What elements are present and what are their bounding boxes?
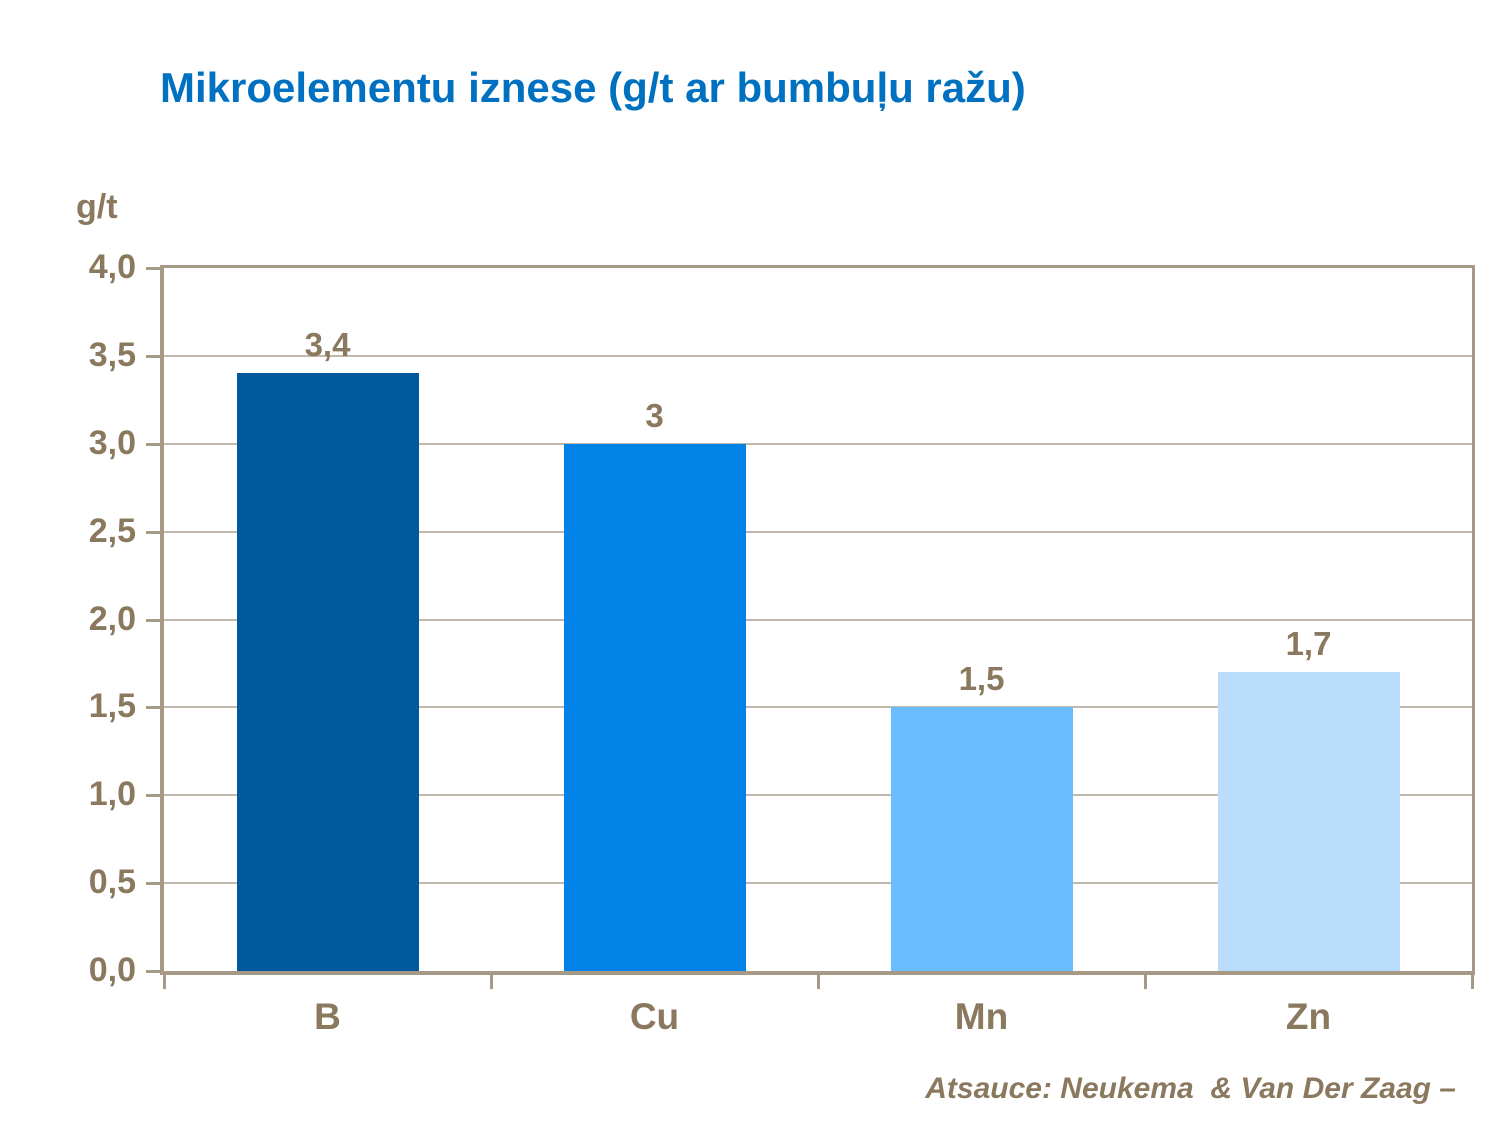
bar-value-label: 3 — [645, 396, 664, 434]
bar — [1217, 672, 1400, 971]
y-tick-label: 0,0 — [88, 951, 136, 989]
y-tick — [146, 618, 163, 622]
y-tick — [146, 882, 163, 886]
bar-value-label: 1,5 — [958, 660, 1005, 698]
y-tick — [146, 442, 163, 446]
y-tick-label: 1,0 — [88, 775, 136, 814]
y-tick-label: 3,0 — [88, 423, 136, 462]
category-label: B — [314, 996, 341, 1037]
x-tick — [1470, 975, 1474, 989]
y-axis-unit-label: g/t — [76, 188, 118, 226]
y-tick-label: 2,0 — [88, 599, 136, 638]
y-tick-label: 1,5 — [88, 687, 136, 726]
y-tick — [146, 970, 163, 973]
bar — [236, 373, 419, 971]
y-tick — [146, 530, 163, 534]
category-label: Cu — [629, 996, 680, 1037]
gridline — [164, 354, 1472, 357]
gridline — [164, 882, 1472, 885]
y-tick-label: 0,5 — [88, 863, 136, 902]
y-tick — [146, 706, 163, 710]
x-tick — [1143, 975, 1147, 989]
bar — [563, 443, 746, 971]
category-label: Mn — [954, 996, 1009, 1037]
gridline — [164, 794, 1472, 797]
bar — [890, 707, 1073, 971]
chart-title: Mikroelementu iznese (g/t ar bumbuļu raž… — [160, 64, 1026, 111]
y-tick-label: 2,5 — [88, 511, 136, 550]
bar-value-label: 1,7 — [1285, 625, 1332, 663]
y-tick-label: 4,0 — [88, 248, 136, 286]
gridline — [164, 706, 1472, 709]
category-label: Zn — [1285, 996, 1332, 1037]
gridline — [164, 530, 1472, 533]
gridline — [164, 442, 1472, 445]
y-tick — [146, 794, 163, 798]
bar-value-label: 3,4 — [304, 326, 351, 364]
source-note: Atsauce: Neukema & Van Der Zaag – — [925, 1072, 1456, 1105]
y-tick — [146, 267, 163, 270]
x-tick — [489, 975, 493, 989]
x-tick — [816, 975, 820, 989]
gridline — [164, 618, 1472, 621]
y-tick — [146, 354, 163, 358]
y-tick-label: 3,5 — [88, 335, 136, 374]
x-tick — [162, 975, 166, 989]
